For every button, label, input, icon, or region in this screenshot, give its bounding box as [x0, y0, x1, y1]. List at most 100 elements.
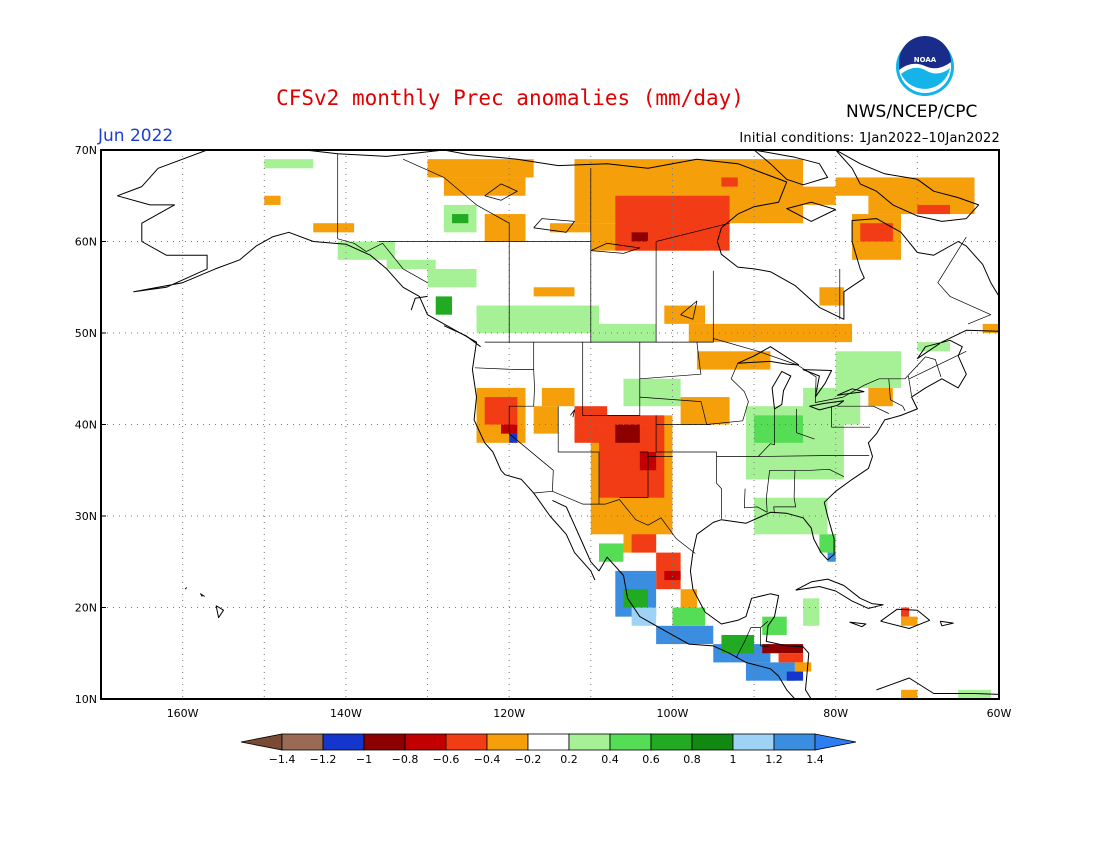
border-line — [735, 620, 769, 658]
anomaly-cell — [754, 497, 828, 535]
anomaly-cell — [688, 323, 853, 343]
border-line — [769, 468, 845, 478]
anomaly-cell — [386, 259, 436, 269]
anomaly-cell — [778, 653, 804, 663]
lat-tick-label: 70N — [75, 144, 97, 157]
colorbar-bin — [650, 733, 693, 751]
coastline — [939, 620, 954, 627]
anomaly-cell — [631, 534, 657, 553]
anomaly-cell — [427, 268, 477, 288]
anomaly-cell — [794, 662, 812, 672]
anomaly-cell — [680, 397, 730, 425]
colorbar-label: 1.4 — [806, 753, 824, 766]
anomaly-cell — [484, 214, 526, 242]
longitude-labels: 160W 140W 120W 100W 80W 60W — [167, 707, 1012, 720]
lat-tick-label: 60N — [75, 236, 97, 249]
anomaly-cell — [803, 598, 820, 626]
colorbar-bin — [732, 733, 775, 751]
colorbar-label: −1.2 — [310, 753, 337, 766]
colorbar-left-arrow — [240, 733, 283, 751]
coastline — [696, 329, 999, 561]
colorbar-bin — [527, 733, 570, 751]
anomaly-cell — [615, 424, 640, 443]
anomaly-cell — [901, 616, 918, 626]
border-line — [474, 367, 534, 370]
lake-outline — [570, 409, 575, 418]
coastline — [689, 534, 812, 699]
border-line — [508, 342, 554, 492]
coastline — [552, 499, 796, 699]
anomaly-cell — [656, 625, 714, 645]
colorbar-label: 0.8 — [683, 753, 701, 766]
border-line — [837, 405, 889, 414]
coastlines — [117, 150, 999, 699]
lake-outline — [533, 218, 575, 233]
anomaly-cell — [696, 351, 771, 370]
colorbar-label: −0.6 — [433, 753, 460, 766]
lat-tick-label: 10N — [75, 693, 97, 706]
border-line — [532, 490, 696, 554]
coastline — [998, 355, 999, 356]
anomaly-cell — [762, 616, 787, 635]
map-title: CFSv2 monthly Prec anomalies (mm/day) — [0, 86, 1100, 110]
border-line — [655, 415, 722, 519]
colorbar-bin — [773, 733, 816, 751]
border-line — [888, 378, 906, 411]
anomaly-cell — [901, 607, 910, 617]
anomaly-cell — [598, 543, 624, 562]
anomaly-cell — [533, 287, 575, 297]
anomaly-cell — [917, 342, 951, 352]
coastline — [835, 150, 980, 222]
colorbar-label: −0.2 — [515, 753, 542, 766]
coastline — [795, 578, 884, 609]
colorbar-bin — [609, 733, 652, 751]
anomaly-cell — [835, 351, 902, 388]
colorbar-bin — [445, 733, 488, 751]
lon-tick-label: 60W — [987, 707, 1012, 720]
lat-tick-label: 50N — [75, 327, 97, 340]
colorbar-bin — [404, 733, 447, 751]
anomaly-cell — [868, 387, 893, 407]
anomaly-cell — [819, 287, 844, 306]
agency-label: NWS/NCEP/CPC — [846, 102, 978, 122]
anomaly-cell — [427, 159, 534, 178]
border-line — [619, 451, 649, 499]
anomaly-cell — [435, 296, 453, 315]
colorbar-label: −0.8 — [392, 753, 419, 766]
anomaly-cell — [656, 552, 681, 590]
anomaly-cell — [664, 305, 706, 324]
colorbar-bin — [363, 733, 406, 751]
colorbar-label: 0.6 — [642, 753, 660, 766]
coastline — [184, 587, 188, 590]
anomaly-cell — [631, 607, 657, 626]
coastline — [849, 621, 867, 628]
lat-tick-label: 40N — [75, 419, 97, 432]
anomaly-cell — [313, 223, 355, 233]
colorbar-label: −0.4 — [474, 753, 501, 766]
anomaly-cell — [264, 195, 281, 205]
coastline — [117, 150, 444, 197]
lake-outline — [590, 242, 641, 254]
border-line — [402, 158, 510, 242]
anomaly-cell — [615, 195, 730, 251]
coastline — [802, 369, 833, 398]
anomaly-cell — [623, 378, 681, 407]
coastline — [215, 605, 224, 619]
anomaly-cell — [770, 186, 836, 205]
colorbar-label: −1.4 — [269, 753, 296, 766]
anomaly-cell — [754, 415, 804, 443]
anomaly-cell — [550, 223, 599, 233]
colorbar-label: 1 — [730, 753, 737, 766]
colorbar-label: 1.2 — [765, 753, 783, 766]
anomaly-cell — [901, 689, 918, 699]
coastline — [786, 201, 836, 222]
colorbar-bin — [568, 733, 611, 751]
anomaly-cell — [860, 223, 893, 242]
anomaly-cell — [484, 397, 518, 425]
lon-tick-label: 100W — [657, 707, 689, 720]
colorbar-label: −1 — [356, 753, 372, 766]
coastline — [200, 593, 205, 597]
coastline — [410, 295, 428, 311]
border-line — [716, 455, 870, 457]
